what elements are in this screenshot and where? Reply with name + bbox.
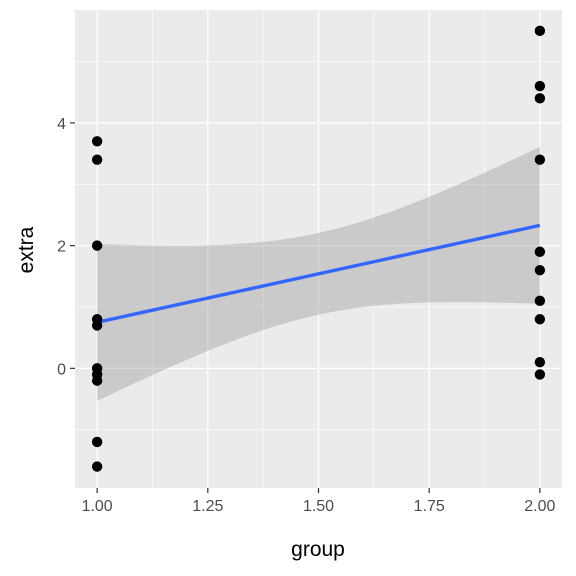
- data-point: [534, 93, 546, 104]
- x-tick-label: 1.50: [303, 498, 334, 515]
- x-tick-label: 2.00: [524, 498, 555, 515]
- y-axis: 0 2 4: [57, 116, 75, 378]
- y-tick-label: 2: [57, 239, 66, 256]
- data-point: [91, 314, 103, 325]
- y-axis-title: extra: [15, 226, 38, 273]
- x-axis-title: group: [291, 538, 345, 561]
- x-axis: 1.00 1.25 1.50 1.75 2.00: [82, 488, 556, 515]
- x-tick-label: 1.75: [414, 498, 445, 515]
- data-point: [91, 136, 103, 147]
- data-point: [534, 246, 546, 257]
- data-point: [534, 295, 546, 307]
- data-point: [91, 363, 103, 374]
- data-point: [534, 264, 546, 276]
- x-tick-label: 1.00: [82, 498, 113, 515]
- data-point: [91, 154, 103, 165]
- data-point: [534, 357, 546, 368]
- data-point: [534, 154, 546, 165]
- data-point: [534, 369, 546, 380]
- data-point: [534, 314, 546, 325]
- regression-line: [96, 223, 541, 324]
- data-point: [91, 240, 103, 251]
- y-tick-label: 4: [57, 116, 66, 133]
- points-layer: [91, 25, 546, 472]
- data-point: [534, 25, 546, 37]
- smooth-line-layer: [96, 223, 541, 324]
- data-point: [534, 80, 546, 92]
- data-point: [91, 436, 103, 448]
- x-tick-label: 1.25: [192, 498, 223, 515]
- data-point: [91, 461, 103, 472]
- y-tick-label: 0: [57, 361, 66, 378]
